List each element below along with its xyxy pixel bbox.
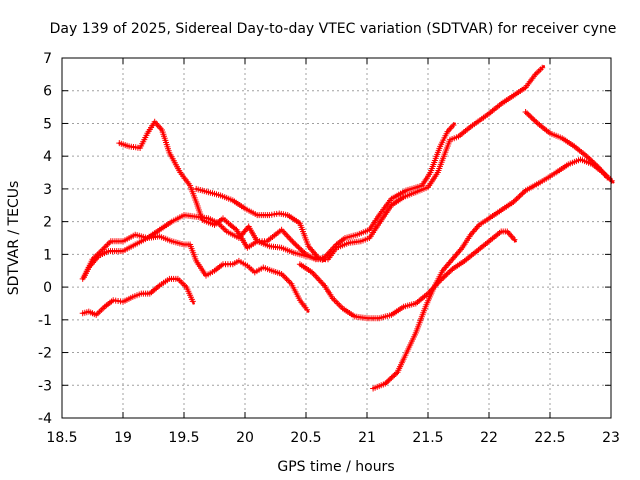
- series-group: [79, 64, 615, 392]
- x-tick-label: 18.5: [46, 430, 77, 446]
- y-tick-label: 5: [43, 116, 52, 132]
- y-tick-label: 0: [43, 280, 52, 296]
- x-tick-label: 19: [114, 430, 132, 446]
- y-tick-label: 1: [43, 247, 52, 263]
- x-tick-label: 22: [480, 430, 498, 446]
- series-markers: [370, 156, 615, 392]
- series-markers: [116, 118, 457, 263]
- y-tick-label: 4: [43, 149, 52, 165]
- y-tick-label: 6: [43, 84, 52, 100]
- x-tick-label: 20: [236, 430, 254, 446]
- chart-title: Day 139 of 2025, Sidereal Day-to-day VTE…: [50, 21, 617, 37]
- series-markers: [79, 275, 196, 318]
- y-tick-label: -1: [38, 313, 52, 329]
- series-markers: [193, 185, 326, 263]
- x-axis-label: GPS time / hours: [277, 459, 394, 475]
- x-tick-label: 23: [602, 430, 620, 446]
- x-tick-label: 20.5: [290, 430, 321, 446]
- y-tick-label: -3: [38, 378, 52, 394]
- series-track-e: [79, 275, 196, 318]
- y-tick-label: 3: [43, 182, 52, 198]
- series-track-a: [116, 118, 457, 263]
- x-tick-label: 22.5: [534, 430, 565, 446]
- y-tick-label: 7: [43, 51, 52, 67]
- y-tick-label: 2: [43, 215, 52, 231]
- x-tick-label: 21: [358, 430, 376, 446]
- series-track-h: [522, 109, 611, 181]
- series-line: [82, 65, 546, 279]
- axis-ticks: 18.5 19 19.5 20 20.5 21 21.5 22 22.5 23-4-3-2-101…: [38, 51, 620, 446]
- y-axis-label: SDTVAR / TECUs: [6, 181, 22, 296]
- y-tick-label: -4: [38, 411, 52, 427]
- plot-frame: [61, 57, 612, 419]
- series-track-g: [370, 156, 615, 392]
- series-track-d: [193, 185, 326, 263]
- series-track-f: [296, 228, 518, 322]
- series-markers: [79, 233, 310, 313]
- series-markers: [522, 109, 611, 181]
- series-track-c: [81, 64, 546, 281]
- y-tick-label: -2: [38, 346, 52, 362]
- x-tick-label: 21.5: [412, 430, 443, 446]
- series-track-b: [79, 233, 310, 313]
- series-markers: [81, 64, 546, 281]
- x-tick-label: 19.5: [168, 430, 199, 446]
- series-markers: [296, 228, 518, 322]
